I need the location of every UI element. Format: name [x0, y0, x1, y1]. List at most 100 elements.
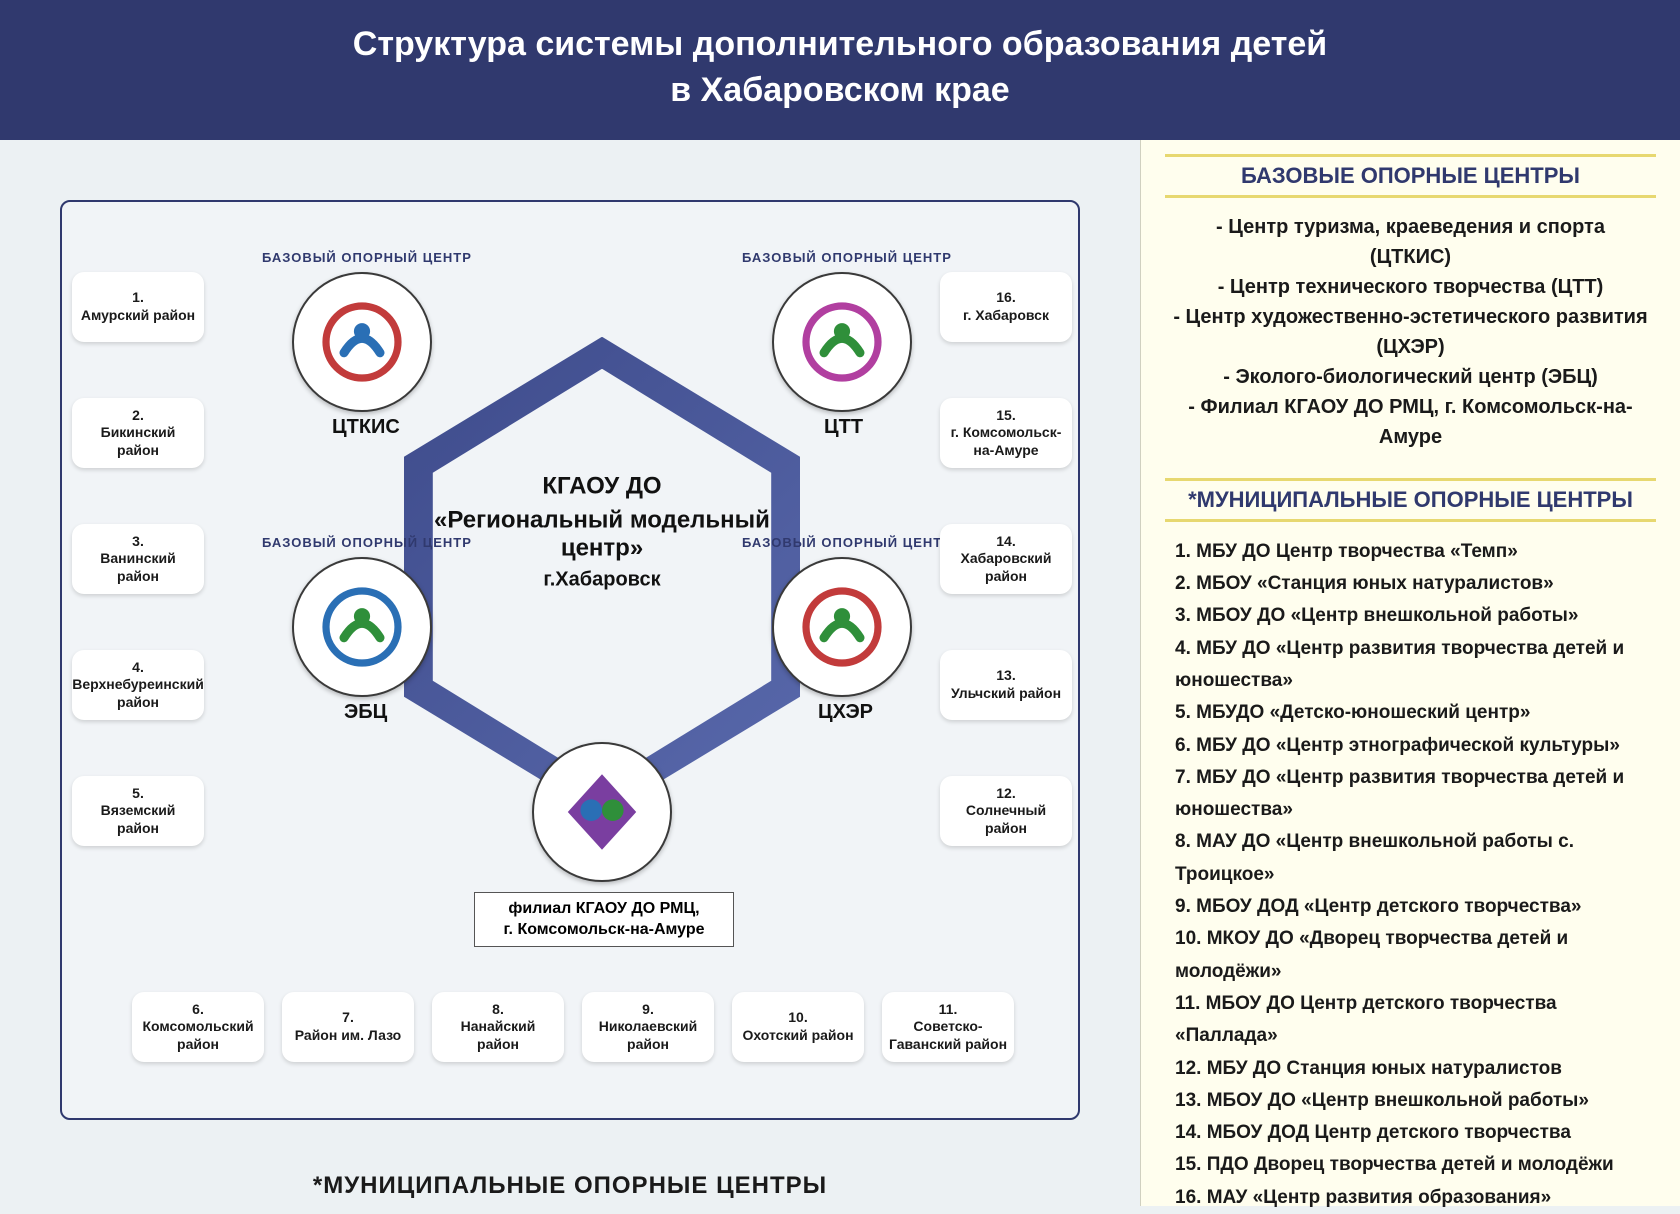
district-number: 12. — [996, 785, 1015, 803]
muni-centers-list: 1. МБУ ДО Центр творчества «Темп»2. МБОУ… — [1165, 536, 1656, 1214]
node-code-label: ЦТКИС — [332, 416, 400, 439]
muni-list-item: 4. МБУ ДО «Центр развития творчества дет… — [1175, 633, 1656, 698]
district-name: Комсомольский район — [138, 1018, 258, 1053]
district-name: Ванинский район — [78, 550, 198, 585]
sidebar-panel: БАЗОВЫЕ ОПОРНЫЕ ЦЕНТРЫ - Центр туризма, … — [1140, 140, 1680, 1206]
district-box: 10.Охотский район — [732, 992, 864, 1062]
node-logo-icon — [317, 582, 407, 672]
node-arc-label: БАЗОВЫЙ ОПОРНЫЙ ЦЕНТР — [742, 250, 952, 265]
district-name: г. Комсомольск-на-Амуре — [946, 424, 1066, 459]
district-box: 2.Бикинский район — [72, 398, 204, 468]
muni-list-item: 11. МБОУ ДО Центр детского творчества «П… — [1175, 988, 1656, 1053]
district-name: Вяземский район — [78, 802, 198, 837]
district-box: 5.Вяземский район — [72, 776, 204, 846]
district-number: 3. — [132, 533, 144, 551]
node-arc-label: БАЗОВЫЙ ОПОРНЫЙ ЦЕНТР — [262, 250, 472, 265]
diagram-footer-label: *МУНИЦИПАЛЬНЫЕ ОПОРНЫЕ ЦЕНТРЫ — [60, 1172, 1080, 1200]
base-center-node — [772, 272, 912, 412]
district-number: 14. — [996, 533, 1015, 551]
muni-list-item: 15. ПДО Дворец творчества детей и молодё… — [1175, 1149, 1656, 1181]
district-name: Верхнебуреинский район — [72, 676, 204, 711]
district-name: Бикинский район — [78, 424, 198, 459]
base-center-node — [292, 272, 432, 412]
district-name: Амурский район — [81, 307, 195, 325]
district-number: 1. — [132, 289, 144, 307]
district-number: 15. — [996, 407, 1015, 425]
branch-logo-icon — [557, 767, 647, 857]
node-arc-label: БАЗОВЫЙ ОПОРНЫЙ ЦЕНТР — [262, 535, 472, 550]
muni-list-item: 14. МБОУ ДОД Центр детского творчества — [1175, 1117, 1656, 1149]
district-box: 15.г. Комсомольск-на-Амуре — [940, 398, 1072, 468]
district-number: 6. — [192, 1001, 204, 1019]
district-name: Нанайский район — [438, 1018, 558, 1053]
diagram-panel: КГАОУ ДО «Региональный модельный центр» … — [0, 140, 1140, 1206]
district-number: 7. — [342, 1009, 354, 1027]
district-number: 9. — [642, 1001, 654, 1019]
district-name: Хабаровский район — [946, 550, 1066, 585]
district-box: 14.Хабаровский район — [940, 524, 1072, 594]
base-section-title: БАЗОВЫЕ ОПОРНЫЕ ЦЕНТРЫ — [1165, 154, 1656, 198]
muni-list-item: 10. МКОУ ДО «Дворец творчества детей и м… — [1175, 923, 1656, 988]
base-list-item: - Центр художественно-эстетического разв… — [1173, 302, 1648, 362]
district-box: 3.Ванинский район — [72, 524, 204, 594]
main-layout: КГАОУ ДО «Региональный модельный центр» … — [0, 140, 1680, 1206]
district-box: 13.Ульчский район — [940, 650, 1072, 720]
base-list-item: - Центр технического творчества (ЦТТ) — [1173, 272, 1648, 302]
base-centers-list: - Центр туризма, краеведения и спорта (Ц… — [1165, 212, 1656, 452]
district-number: 13. — [996, 667, 1015, 685]
node-code-label: ЦТТ — [824, 416, 863, 439]
hexagon-center-label: КГАОУ ДО «Региональный модельный центр» … — [412, 472, 792, 591]
district-name: Солнечный район — [946, 802, 1066, 837]
node-arc-label: БАЗОВЫЙ ОПОРНЫЙ ЦЕНТР — [742, 535, 952, 550]
branch-caption: филиал КГАОУ ДО РМЦ, г. Комсомольск-на-А… — [474, 892, 734, 948]
district-number: 11. — [939, 1001, 958, 1019]
branch-line-2: г. Комсомольск-на-Амуре — [483, 920, 725, 941]
district-name: Ульчский район — [951, 685, 1061, 703]
district-number: 2. — [132, 407, 144, 425]
muni-list-item: 8. МАУ ДО «Центр внешкольной работы с. Т… — [1175, 826, 1656, 891]
district-number: 5. — [132, 785, 144, 803]
muni-list-item: 5. МБУДО «Детско-юношеский центр» — [1175, 697, 1656, 729]
base-center-node — [292, 557, 432, 697]
node-code-label: ЭБЦ — [344, 701, 387, 724]
muni-section-title: *МУНИЦИПАЛЬНЫЕ ОПОРНЫЕ ЦЕНТРЫ — [1165, 478, 1656, 522]
muni-list-item: 2. МБОУ «Станция юных натуралистов» — [1175, 568, 1656, 600]
district-box: 1.Амурский район — [72, 272, 204, 342]
node-logo-icon — [797, 582, 887, 672]
muni-list-item: 13. МБОУ ДО «Центр внешкольной работы» — [1175, 1085, 1656, 1117]
district-box: 6.Комсомольский район — [132, 992, 264, 1062]
branch-node — [532, 742, 672, 882]
muni-list-item: 6. МБУ ДО «Центр этнографической культур… — [1175, 730, 1656, 762]
district-box: 9.Николаевский район — [582, 992, 714, 1062]
district-number: 4. — [132, 659, 144, 677]
district-box: 12.Солнечный район — [940, 776, 1072, 846]
muni-list-item: 7. МБУ ДО «Центр развития творчества дет… — [1175, 762, 1656, 827]
muni-list-item: 3. МБОУ ДО «Центр внешкольной работы» — [1175, 600, 1656, 632]
district-box: 11.Советско-Гаванский район — [882, 992, 1014, 1062]
district-name: г. Хабаровск — [963, 307, 1049, 325]
district-number: 10. — [788, 1009, 807, 1027]
district-name: Николаевский район — [588, 1018, 708, 1053]
header-banner: Структура системы дополнительного образо… — [0, 0, 1680, 140]
base-list-item: - Филиал КГАОУ ДО РМЦ, г. Комсомольск-на… — [1173, 392, 1648, 452]
base-center-node — [772, 557, 912, 697]
center-line-1: КГАОУ ДО — [412, 472, 792, 500]
district-box: 4.Верхнебуреинский район — [72, 650, 204, 720]
district-name: Район им. Лазо — [295, 1027, 401, 1045]
district-box: 16.г. Хабаровск — [940, 272, 1072, 342]
district-name: Охотский район — [742, 1027, 853, 1045]
header-line-1: Структура системы дополнительного образо… — [0, 22, 1680, 68]
district-number: 16. — [996, 289, 1015, 307]
base-list-item: - Эколого-биологический центр (ЭБЦ) — [1173, 362, 1648, 392]
diagram-frame: КГАОУ ДО «Региональный модельный центр» … — [60, 200, 1080, 1120]
node-logo-icon — [797, 297, 887, 387]
center-line-3: г.Хабаровск — [412, 568, 792, 591]
district-box: 8.Нанайский район — [432, 992, 564, 1062]
district-number: 8. — [492, 1001, 504, 1019]
node-code-label: ЦХЭР — [818, 701, 873, 724]
base-list-item: - Центр туризма, краеведения и спорта (Ц… — [1173, 212, 1648, 272]
muni-list-item: 9. МБОУ ДОД «Центр детского творчества» — [1175, 891, 1656, 923]
muni-list-item: 12. МБУ ДО Станция юных натуралистов — [1175, 1053, 1656, 1085]
muni-list-item: 1. МБУ ДО Центр творчества «Темп» — [1175, 536, 1656, 568]
header-line-2: в Хабаровском крае — [0, 68, 1680, 114]
